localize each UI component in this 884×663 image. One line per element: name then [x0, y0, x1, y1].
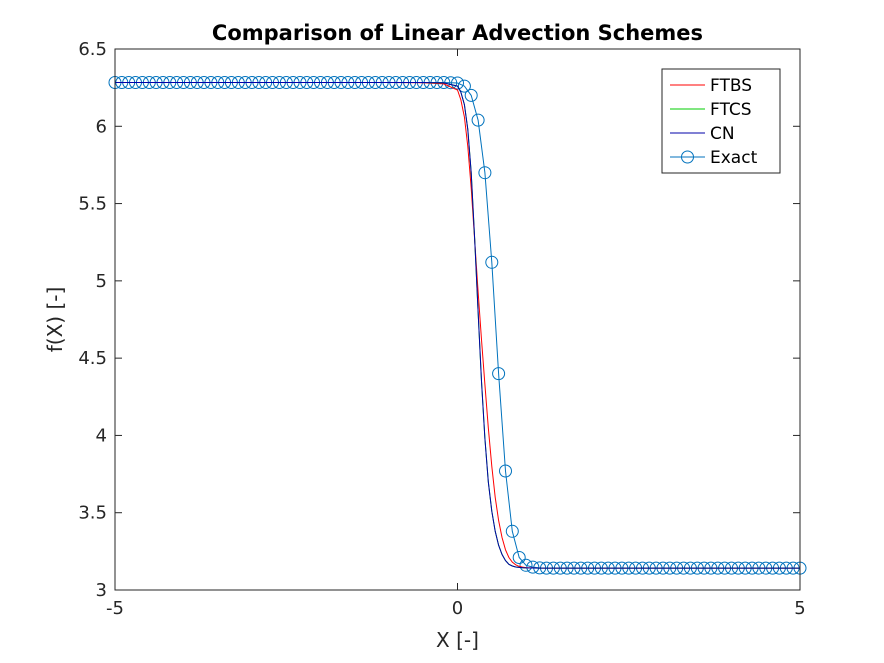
y-tick-label: 3: [96, 580, 107, 601]
x-tick-label: 5: [794, 598, 805, 619]
data-point-exact: [512, 551, 526, 564]
x-tick-label: -5: [106, 598, 124, 619]
chart-title: Comparison of Linear Advection Schemes: [212, 21, 703, 45]
data-point-exact: [471, 113, 485, 127]
x-tick-label: 0: [452, 598, 463, 619]
legend-label-ftbs: FTBS: [710, 76, 752, 96]
data-point-exact: [505, 524, 519, 538]
y-axis-label: f(X) [-]: [43, 287, 67, 353]
y-tick-label: 4.5: [78, 348, 107, 369]
y-tick-label: 6: [96, 116, 107, 137]
legend-label-exact: Exact: [710, 148, 758, 168]
axis-ticks: -5 0 5 3 3.5 4 4.5 5 5.5 6 6.5: [78, 39, 805, 619]
data-point-exact: [478, 166, 492, 180]
data-point-exact: [492, 367, 506, 381]
series-line-ftbs: [115, 82, 800, 569]
y-tick-label: 6.5: [78, 39, 107, 60]
data-point-exact: [485, 255, 499, 269]
data-point-exact: [451, 76, 464, 90]
x-axis-label: X [-]: [436, 628, 479, 652]
series-line-cn: [115, 82, 800, 569]
legend: FTBS FTCS CN Exact: [661, 68, 781, 174]
data-point-exact: [464, 88, 478, 102]
legend-label-cn: CN: [710, 124, 735, 144]
legend-label-ftcs: FTCS: [710, 100, 752, 120]
y-tick-label: 4: [96, 425, 107, 446]
y-tick-label: 5.5: [78, 194, 107, 215]
data-point-exact: [526, 560, 540, 574]
data-point-exact: [499, 464, 512, 478]
data-point-exact: [457, 79, 471, 93]
data-marks: [108, 76, 807, 575]
data-point-exact: [519, 558, 533, 572]
y-tick-label: 5: [96, 271, 107, 292]
y-tick-label: 3.5: [78, 503, 107, 524]
legend-marker-exact: [681, 150, 694, 164]
